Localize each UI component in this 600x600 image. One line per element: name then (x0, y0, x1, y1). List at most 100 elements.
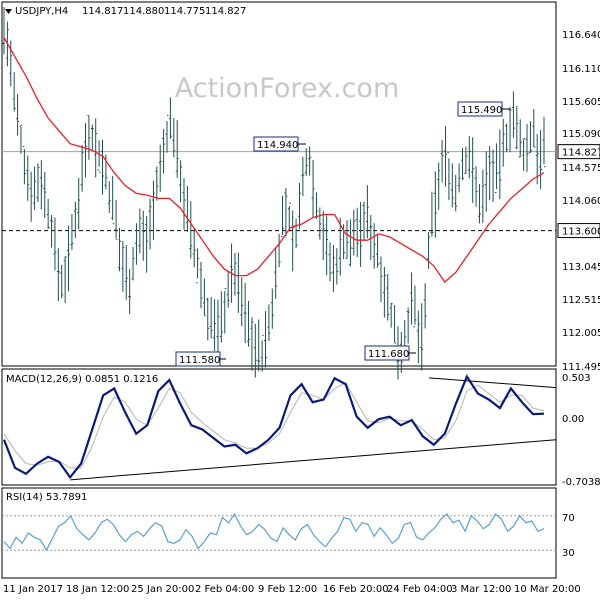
price-bar (413, 285, 417, 328)
price-bar (365, 185, 369, 239)
x-tick-8: 10 Mar 20:00 (514, 584, 581, 595)
x-tick-6: 24 Feb 04:00 (387, 584, 453, 595)
price-bar (77, 177, 81, 230)
price-panel-frame (1, 1, 557, 367)
macd-tick-zero: 0.00 (562, 414, 584, 425)
rsi-tick-30: 30 (562, 548, 575, 559)
price-bar (345, 220, 349, 259)
price-bar (291, 210, 295, 272)
collapse-triangle-icon[interactable] (5, 9, 12, 14)
current-price-label: 114.827 (562, 148, 600, 159)
price-bar (33, 166, 37, 210)
x-axis: 11 Jan 2017 18 Jan 12:00 25 Jan 20:00 2 … (3, 584, 581, 595)
x-tick-2: 25 Jan 20:00 (131, 584, 194, 595)
price-tick-4: 114.575 (562, 163, 600, 174)
price-bar (151, 180, 155, 240)
price-bar (179, 160, 183, 203)
annotation-high-1: 114.940 (253, 136, 306, 152)
price-bar (141, 210, 145, 261)
price-bar (128, 269, 132, 315)
price-bar (84, 123, 88, 178)
price-bar (369, 215, 373, 261)
support-price-box: 113.600 (557, 223, 600, 239)
support-price-label: 113.600 (562, 227, 600, 238)
price-bar (100, 139, 104, 195)
price-bar (236, 252, 240, 313)
price-bar (331, 244, 335, 293)
price-bar (372, 223, 376, 269)
price-bar (114, 199, 118, 241)
price-bar (460, 147, 464, 181)
price-bar (206, 297, 210, 341)
price-bar (257, 319, 261, 372)
price-bar (491, 149, 495, 203)
price-bar (464, 146, 468, 175)
price-bar (233, 253, 237, 296)
price-bar (304, 148, 308, 176)
price-bar (447, 152, 451, 201)
price-bar (515, 105, 519, 150)
price-bar (505, 123, 509, 153)
price-bar (308, 146, 312, 176)
price-bar (219, 291, 223, 343)
price-bar (532, 108, 536, 148)
macd-trendline (70, 439, 557, 481)
price-bar (270, 288, 274, 329)
price-bar (481, 169, 485, 223)
price-bar (511, 91, 515, 138)
price-bar (338, 217, 342, 276)
price-bar (213, 299, 217, 351)
price-bar (477, 184, 481, 224)
ohlc-open: 114.817 (82, 6, 123, 17)
price-bar (457, 163, 461, 193)
price-bar (70, 214, 74, 250)
price-bar (352, 209, 356, 256)
price-bar (264, 311, 268, 368)
ohlc-low: 114.775 (164, 6, 205, 17)
price-bar (155, 166, 159, 201)
price-bar (73, 201, 77, 238)
price-bar (311, 159, 315, 218)
annotation-low-2-label: 111.680 (368, 349, 409, 360)
price-tick-2: 115.605 (562, 97, 600, 108)
x-tick-1: 18 Jan 12:00 (66, 584, 129, 595)
price-bar (389, 302, 393, 328)
price-tick-10: 111.495 (562, 362, 600, 373)
price-bar (430, 191, 434, 237)
price-bar (488, 146, 492, 201)
price-bar (437, 162, 441, 210)
price-bar (297, 182, 301, 229)
price-bar (36, 163, 40, 203)
price-bar (440, 140, 444, 183)
price-bar (376, 234, 380, 268)
x-tick-4: 9 Feb 12:00 (258, 584, 317, 595)
price-bar (145, 216, 149, 273)
price-bar (12, 72, 16, 112)
price-tick-7: 113.045 (562, 262, 600, 273)
rsi-line (3, 512, 545, 552)
price-bar (274, 246, 278, 299)
price-bar (162, 128, 166, 174)
price-bar (53, 217, 57, 271)
price-bar (121, 241, 125, 292)
price-bar (196, 248, 200, 284)
price-bar (22, 145, 26, 185)
annotation-low-1-label: 111.580 (179, 355, 220, 366)
price-bar (287, 202, 291, 232)
price-bar (50, 215, 54, 248)
price-bar (168, 97, 172, 139)
ohlc-readout: 114.817 114.880 114.775 114.827 (82, 6, 246, 17)
price-bar (427, 231, 431, 269)
price-bar (94, 118, 98, 178)
price-bar (46, 198, 50, 230)
price-bar (39, 160, 43, 210)
price-bar (355, 207, 359, 257)
rsi-tick-70: 70 (562, 513, 575, 524)
price-bar (175, 120, 179, 178)
price-bar (165, 115, 169, 153)
price-bar (202, 278, 206, 317)
annotation-low-2: 111.680 (364, 345, 416, 361)
macd-tick-top: 0.503 (562, 373, 591, 384)
price-bar (148, 198, 152, 250)
